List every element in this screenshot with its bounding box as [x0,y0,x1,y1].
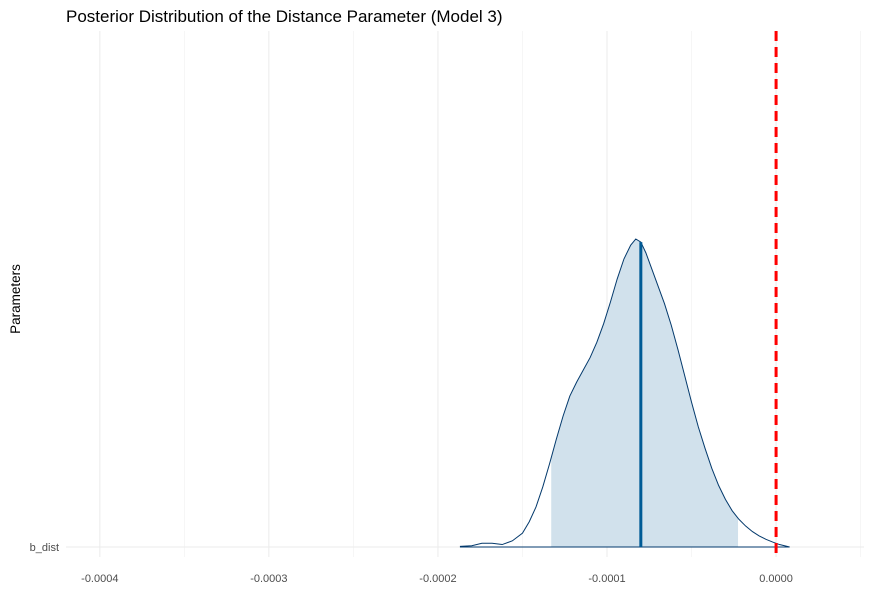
x-tick-label: 0.0000 [759,573,793,585]
x-tick-label: -0.0003 [250,573,287,585]
grid-layer [66,31,864,557]
density-outline [459,238,790,548]
x-tick-label: -0.0004 [81,573,118,585]
x-tick-label: -0.0001 [588,573,625,585]
y-axis-label: Parameters [8,264,23,334]
area-layer [551,239,739,547]
chart-title: Posterior Distribution of the Distance P… [66,7,503,26]
tick-layer: -0.0004 -0.0003 -0.0002 -0.0001 0.0000 [81,573,793,585]
x-tick-label: -0.0002 [419,573,456,585]
line-layer [459,31,790,557]
credible-interval-area [551,239,739,547]
y-tick-label-b-dist: b_dist [30,542,59,554]
